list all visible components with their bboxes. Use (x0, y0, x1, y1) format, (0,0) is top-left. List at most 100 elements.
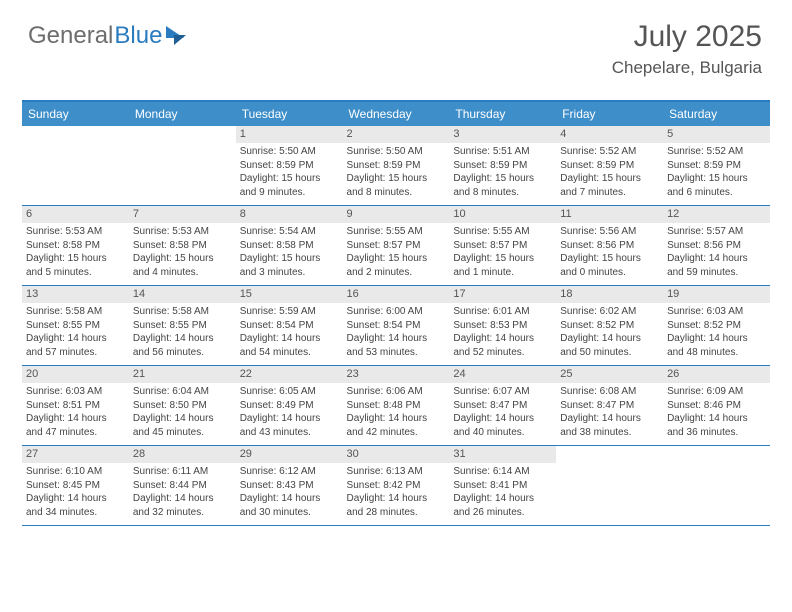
sunrise-text: Sunrise: 5:56 AM (560, 225, 659, 239)
calendar-grid: SundayMondayTuesdayWednesdayThursdayFrid… (22, 100, 770, 526)
brand-part1: General (28, 22, 113, 50)
sunrise-text: Sunrise: 6:07 AM (453, 385, 552, 399)
sunset-text: Sunset: 8:54 PM (347, 319, 446, 333)
daylight-text: Daylight: 15 hours and 0 minutes. (560, 252, 659, 279)
sunrise-text: Sunrise: 6:08 AM (560, 385, 659, 399)
calendar-week: 13141516171819Sunrise: 5:58 AMSunset: 8:… (22, 286, 770, 366)
day-number: 22 (236, 366, 343, 383)
day-cell: Sunrise: 6:06 AMSunset: 8:48 PMDaylight:… (343, 383, 450, 445)
sunrise-text: Sunrise: 5:54 AM (240, 225, 339, 239)
day-number: 14 (129, 286, 236, 303)
sunrise-text: Sunrise: 5:50 AM (347, 145, 446, 159)
sunrise-text: Sunrise: 5:50 AM (240, 145, 339, 159)
sunset-text: Sunset: 8:42 PM (347, 479, 446, 493)
day-cell: Sunrise: 5:55 AMSunset: 8:57 PMDaylight:… (449, 223, 556, 285)
sunrise-text: Sunrise: 6:06 AM (347, 385, 446, 399)
daylight-text: Daylight: 15 hours and 8 minutes. (453, 172, 552, 199)
day-cell: Sunrise: 6:08 AMSunset: 8:47 PMDaylight:… (556, 383, 663, 445)
day-cell (129, 143, 236, 205)
day-number: 29 (236, 446, 343, 463)
day-header: Sunday (22, 102, 129, 126)
daylight-text: Daylight: 14 hours and 47 minutes. (26, 412, 125, 439)
day-cell: Sunrise: 5:57 AMSunset: 8:56 PMDaylight:… (663, 223, 770, 285)
sunset-text: Sunset: 8:55 PM (26, 319, 125, 333)
day-number (556, 446, 663, 463)
daynum-row: 2728293031 (22, 446, 770, 463)
daylight-text: Daylight: 14 hours and 38 minutes. (560, 412, 659, 439)
day-number: 17 (449, 286, 556, 303)
sunset-text: Sunset: 8:54 PM (240, 319, 339, 333)
day-number: 28 (129, 446, 236, 463)
day-body-row: Sunrise: 5:50 AMSunset: 8:59 PMDaylight:… (22, 143, 770, 205)
sunrise-text: Sunrise: 5:52 AM (560, 145, 659, 159)
day-cell: Sunrise: 6:14 AMSunset: 8:41 PMDaylight:… (449, 463, 556, 525)
day-cell: Sunrise: 5:50 AMSunset: 8:59 PMDaylight:… (236, 143, 343, 205)
calendar-week: 20212223242526Sunrise: 6:03 AMSunset: 8:… (22, 366, 770, 446)
day-number: 5 (663, 126, 770, 143)
sunrise-text: Sunrise: 6:01 AM (453, 305, 552, 319)
sunset-text: Sunset: 8:55 PM (133, 319, 232, 333)
day-number (22, 126, 129, 143)
daylight-text: Daylight: 14 hours and 50 minutes. (560, 332, 659, 359)
day-number: 9 (343, 206, 450, 223)
sunset-text: Sunset: 8:58 PM (240, 239, 339, 253)
day-cell: Sunrise: 5:59 AMSunset: 8:54 PMDaylight:… (236, 303, 343, 365)
daylight-text: Daylight: 14 hours and 26 minutes. (453, 492, 552, 519)
sunset-text: Sunset: 8:58 PM (133, 239, 232, 253)
daylight-text: Daylight: 14 hours and 36 minutes. (667, 412, 766, 439)
day-cell: Sunrise: 5:53 AMSunset: 8:58 PMDaylight:… (129, 223, 236, 285)
day-number: 12 (663, 206, 770, 223)
sunrise-text: Sunrise: 5:55 AM (347, 225, 446, 239)
sunset-text: Sunset: 8:43 PM (240, 479, 339, 493)
sunset-text: Sunset: 8:59 PM (347, 159, 446, 173)
sunrise-text: Sunrise: 6:10 AM (26, 465, 125, 479)
day-cell (22, 143, 129, 205)
day-number: 21 (129, 366, 236, 383)
daylight-text: Daylight: 14 hours and 43 minutes. (240, 412, 339, 439)
sunset-text: Sunset: 8:48 PM (347, 399, 446, 413)
daylight-text: Daylight: 14 hours and 28 minutes. (347, 492, 446, 519)
daylight-text: Daylight: 15 hours and 8 minutes. (347, 172, 446, 199)
day-body-row: Sunrise: 6:03 AMSunset: 8:51 PMDaylight:… (22, 383, 770, 445)
sunset-text: Sunset: 8:47 PM (560, 399, 659, 413)
daylight-text: Daylight: 14 hours and 52 minutes. (453, 332, 552, 359)
day-cell: Sunrise: 6:02 AMSunset: 8:52 PMDaylight:… (556, 303, 663, 365)
brand-logo: GeneralBlue (28, 22, 196, 50)
sunset-text: Sunset: 8:52 PM (560, 319, 659, 333)
day-number: 31 (449, 446, 556, 463)
day-number: 10 (449, 206, 556, 223)
day-number: 11 (556, 206, 663, 223)
sunset-text: Sunset: 8:50 PM (133, 399, 232, 413)
sunset-text: Sunset: 8:44 PM (133, 479, 232, 493)
day-cell: Sunrise: 5:58 AMSunset: 8:55 PMDaylight:… (129, 303, 236, 365)
day-number: 19 (663, 286, 770, 303)
sunrise-text: Sunrise: 5:59 AM (240, 305, 339, 319)
day-number: 2 (343, 126, 450, 143)
daylight-text: Daylight: 14 hours and 56 minutes. (133, 332, 232, 359)
day-cell (663, 463, 770, 525)
sunset-text: Sunset: 8:57 PM (347, 239, 446, 253)
day-number: 27 (22, 446, 129, 463)
day-cell: Sunrise: 5:53 AMSunset: 8:58 PMDaylight:… (22, 223, 129, 285)
sunset-text: Sunset: 8:47 PM (453, 399, 552, 413)
sunrise-text: Sunrise: 6:03 AM (26, 385, 125, 399)
sunset-text: Sunset: 8:49 PM (240, 399, 339, 413)
daylight-text: Daylight: 14 hours and 45 minutes. (133, 412, 232, 439)
sunrise-text: Sunrise: 6:02 AM (560, 305, 659, 319)
daylight-text: Daylight: 15 hours and 3 minutes. (240, 252, 339, 279)
sunset-text: Sunset: 8:59 PM (560, 159, 659, 173)
sunrise-text: Sunrise: 6:12 AM (240, 465, 339, 479)
sunset-text: Sunset: 8:51 PM (26, 399, 125, 413)
day-number: 15 (236, 286, 343, 303)
daylight-text: Daylight: 14 hours and 48 minutes. (667, 332, 766, 359)
day-body-row: Sunrise: 5:53 AMSunset: 8:58 PMDaylight:… (22, 223, 770, 285)
day-number: 7 (129, 206, 236, 223)
daynum-row: 6789101112 (22, 206, 770, 223)
sunrise-text: Sunrise: 6:11 AM (133, 465, 232, 479)
day-number (129, 126, 236, 143)
sunrise-text: Sunrise: 5:58 AM (26, 305, 125, 319)
daynum-row: 12345 (22, 126, 770, 143)
day-header: Friday (556, 102, 663, 126)
day-cell: Sunrise: 6:00 AMSunset: 8:54 PMDaylight:… (343, 303, 450, 365)
sunrise-text: Sunrise: 6:05 AM (240, 385, 339, 399)
